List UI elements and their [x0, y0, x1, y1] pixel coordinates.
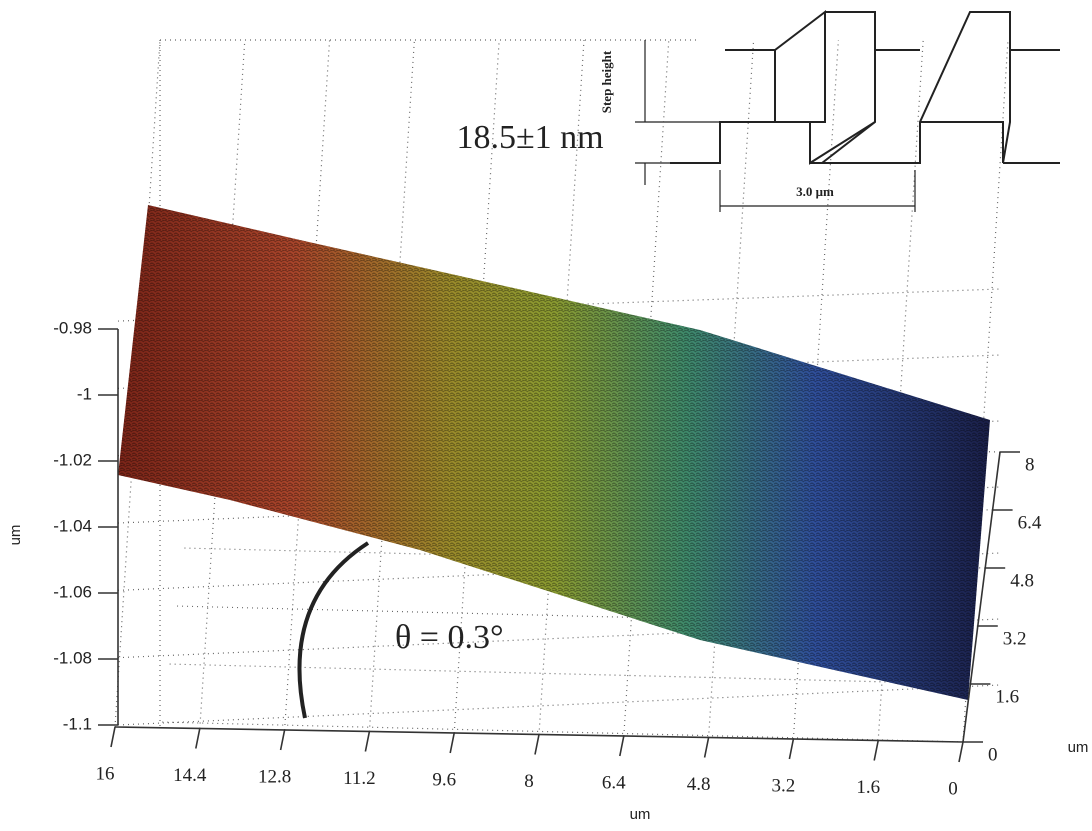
- grid-line: [160, 722, 963, 742]
- figure: θ = 0.3° Step height 18.5±1 nm 3.0 μm um…: [0, 0, 1092, 826]
- x-tick-label: 4.8: [687, 774, 711, 795]
- step-height-value: 18.5±1 nm: [456, 119, 603, 156]
- step-height-label: Step height: [599, 50, 614, 113]
- x-tick: [874, 741, 878, 761]
- angle-arc: [299, 543, 368, 718]
- x-tick: [450, 733, 454, 753]
- x-tick-label: 16: [96, 763, 115, 784]
- x-tick-label: 1.6: [856, 777, 880, 798]
- y-tick-label: 1.6: [995, 686, 1019, 707]
- step-diagram: [635, 12, 1060, 212]
- x-tick-label: 6.4: [602, 772, 626, 793]
- x-tick-label: 0: [948, 778, 958, 799]
- x-tick: [705, 738, 709, 758]
- angle-label: θ = 0.3°: [395, 619, 504, 656]
- x-tick-label: 3.2: [772, 775, 796, 796]
- z-tick-label: -1.08: [53, 648, 92, 667]
- z-tick-label: -1.06: [53, 582, 92, 601]
- x-tick: [959, 742, 963, 762]
- surface: [118, 205, 990, 700]
- period-label: 3.0 μm: [796, 184, 834, 199]
- y-tick-label: 4.8: [1010, 570, 1034, 591]
- z-tick-label: -1.04: [53, 516, 92, 535]
- x-axis-label: um: [630, 806, 651, 823]
- x-tick-label: 9.6: [432, 769, 456, 790]
- grid-line: [118, 685, 1000, 725]
- z-tick-label: -1.02: [53, 450, 92, 469]
- x-tick: [365, 732, 369, 752]
- z-tick-label: -1: [77, 384, 92, 403]
- x-tick-label: 14.4: [173, 765, 207, 786]
- y-tick-label: 3.2: [1003, 628, 1027, 649]
- y-tick-label: 8: [1025, 454, 1035, 475]
- z-axis-label: um: [7, 525, 24, 546]
- x-tick: [535, 735, 539, 755]
- x-tick: [111, 727, 115, 747]
- z-tick-label: -0.98: [53, 318, 92, 337]
- x-tick: [196, 729, 200, 749]
- x-tick: [620, 736, 624, 756]
- x-tick: [281, 730, 285, 750]
- x-tick-label: 12.8: [258, 766, 291, 787]
- y-tick-label: 6.4: [1018, 512, 1042, 533]
- y-axis-label: um: [1068, 739, 1089, 756]
- x-tick-label: 8: [524, 771, 534, 792]
- z-tick-label: -1.1: [63, 714, 92, 733]
- x-tick: [789, 739, 793, 759]
- x-tick-label: 11.2: [343, 768, 376, 789]
- y-tick-label: 0: [988, 744, 998, 765]
